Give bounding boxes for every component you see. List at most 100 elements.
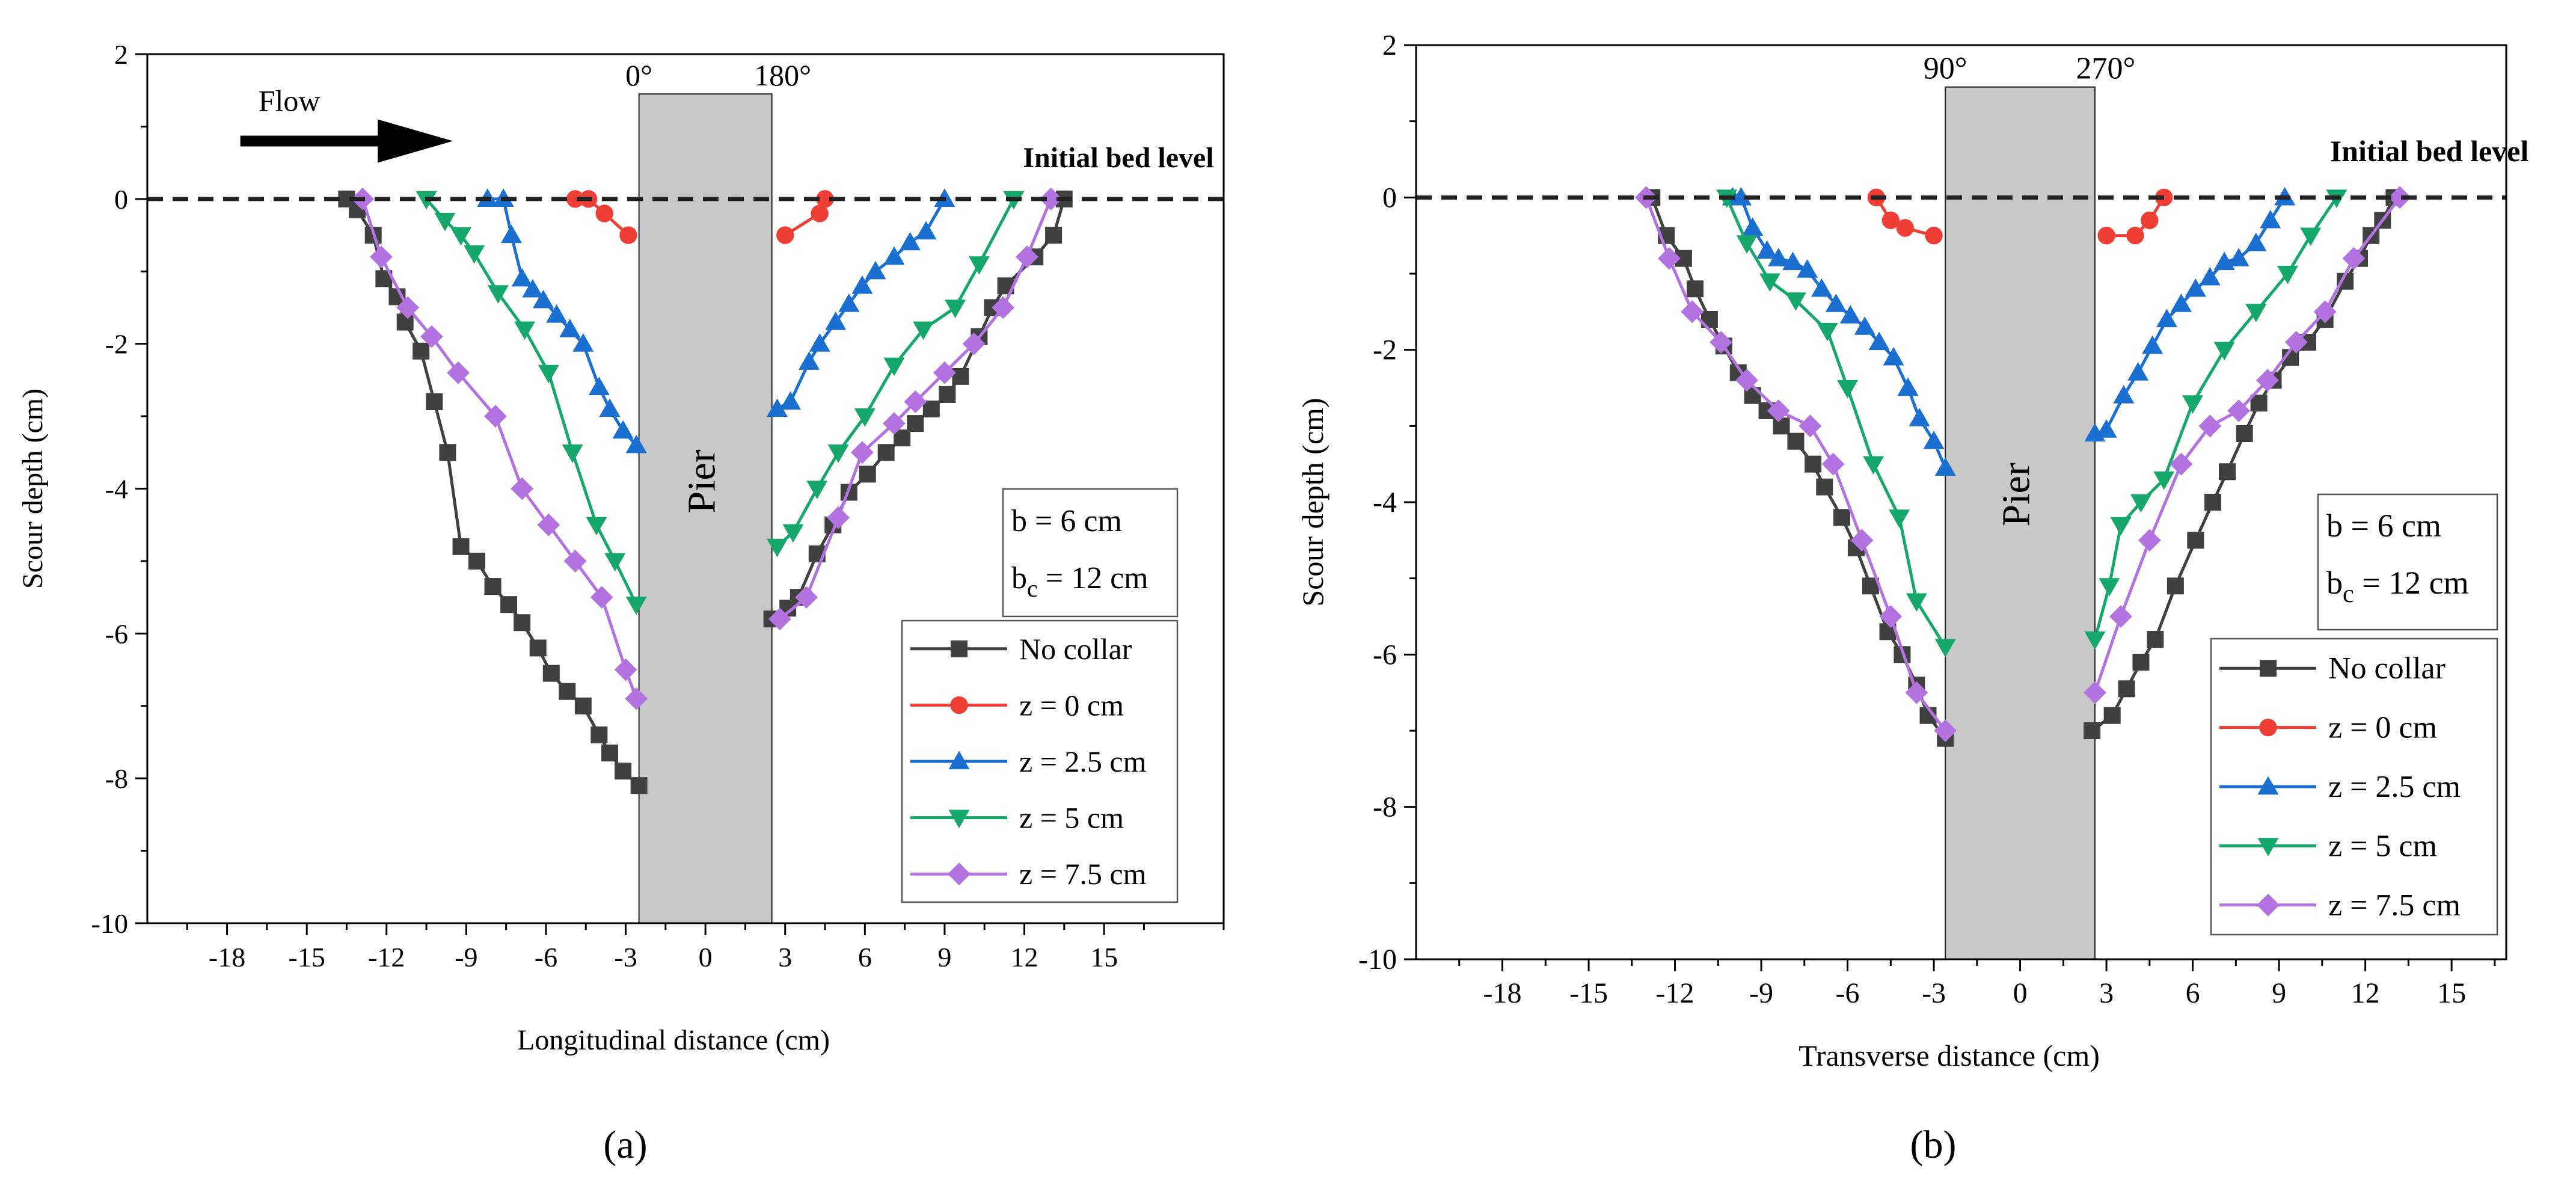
y-tick-label: -4 xyxy=(105,474,128,505)
x-tick-label: 9 xyxy=(2272,977,2286,1009)
param-bc-symbol: b xyxy=(2326,565,2343,601)
data-point-2-1-1 xyxy=(2096,419,2117,438)
angle-label-right: 270° xyxy=(2076,52,2136,86)
data-point-0-0-13 xyxy=(514,614,531,631)
data-point-2-0-15 xyxy=(1923,431,1945,449)
x-tick-label: -12 xyxy=(368,942,405,973)
data-point-4-0-1 xyxy=(370,245,393,269)
data-point-1-1-0 xyxy=(776,226,794,244)
data-point-2-0-3 xyxy=(511,268,533,287)
data-point-3-1-6 xyxy=(2213,342,2235,361)
param-bc: bc = 12 cm xyxy=(1011,561,1148,602)
data-point-2-0-9 xyxy=(588,376,610,396)
legend-label-2: z = 2.5 cm xyxy=(2328,770,2461,804)
data-point-4-0-9 xyxy=(590,586,613,609)
data-point-2-1-3 xyxy=(809,333,830,352)
x-tick-label: -15 xyxy=(289,942,325,973)
data-point-4-1-8 xyxy=(992,296,1015,319)
data-point-1-0-0 xyxy=(566,190,584,208)
data-point-3-1-7 xyxy=(945,300,966,318)
data-point-2-0-7 xyxy=(1811,278,1832,297)
param-b: b = 6 cm xyxy=(1011,504,1122,538)
data-point-4-0-5 xyxy=(484,405,507,428)
data-point-0-0-3 xyxy=(1687,280,1704,298)
data-point-1-0-2 xyxy=(1896,219,1914,237)
data-point-0-0-19 xyxy=(601,745,619,762)
y-tick-label: -8 xyxy=(105,763,128,794)
data-point-1-1-2 xyxy=(2141,211,2159,230)
x-tick-label: 0 xyxy=(2013,977,2028,1009)
data-point-4-0-9 xyxy=(1879,605,1903,628)
flow-arrow-head xyxy=(378,119,453,163)
data-point-2-0-14 xyxy=(1909,408,1930,426)
data-point-3-1-2 xyxy=(806,481,828,499)
data-point-0-1-9 xyxy=(907,415,924,432)
data-point-3-0-9 xyxy=(604,553,626,572)
data-point-3-1-8 xyxy=(968,256,990,275)
y-tick-label: 2 xyxy=(114,39,128,70)
data-point-0-0-7 xyxy=(426,393,443,410)
data-point-2-1-5 xyxy=(838,293,860,312)
data-point-2-1-2 xyxy=(2113,385,2135,404)
data-point-3-1-5 xyxy=(883,357,905,376)
data-point-4-1-7 xyxy=(962,332,986,355)
data-point-2-0-2 xyxy=(1742,217,1764,236)
data-point-2-1-3 xyxy=(2127,362,2149,381)
panel-label: (b) xyxy=(1910,1123,1957,1167)
data-point-3-1-0 xyxy=(766,538,788,558)
data-point-1-0-3 xyxy=(1925,226,1943,245)
x-tick-label: -15 xyxy=(1569,977,1608,1009)
angle-label-right: 180° xyxy=(754,58,811,92)
legend-marker-0 xyxy=(2260,660,2277,677)
data-point-0-0-15 xyxy=(542,665,560,682)
data-point-3-0-4 xyxy=(487,285,509,304)
param-bc-subscript: c xyxy=(1027,575,1038,602)
y-tick-label: 0 xyxy=(1382,182,1397,214)
series-1 xyxy=(1867,188,2173,245)
angle-label-left: 0° xyxy=(625,58,652,92)
data-point-2-0-11 xyxy=(612,420,634,439)
data-point-1-0-1 xyxy=(1881,211,1900,230)
data-point-2-0-6 xyxy=(546,304,568,323)
data-point-0-0-13 xyxy=(1833,509,1850,526)
x-tick-label: 6 xyxy=(2186,977,2200,1009)
data-point-3-0-9 xyxy=(1934,639,1956,658)
data-point-2-0-4 xyxy=(1768,248,1789,266)
data-point-3-1-3 xyxy=(827,444,849,463)
x-tick-label: -18 xyxy=(209,942,245,973)
legend-marker-4 xyxy=(2257,893,2280,917)
y-tick-label: -10 xyxy=(1358,944,1397,976)
x-tick-label: 9 xyxy=(937,942,951,973)
data-point-4-0-6 xyxy=(511,477,534,500)
x-tick-label: -6 xyxy=(535,942,557,973)
data-point-0-0-17 xyxy=(574,697,592,714)
data-point-2-1-4 xyxy=(2142,335,2164,354)
y-tick-label: -2 xyxy=(105,329,128,360)
data-point-2-1-10 xyxy=(2228,248,2249,266)
data-point-3-1-7 xyxy=(2245,304,2267,322)
data-point-0-0-11 xyxy=(1805,455,1822,473)
x-tick-label: 6 xyxy=(858,942,872,973)
legend-label-0: No collar xyxy=(1019,632,1132,666)
pier-rect xyxy=(1945,86,2096,960)
pier-label: Pier xyxy=(1995,462,2038,526)
data-point-2-0-2 xyxy=(501,224,523,244)
data-point-4-0-10 xyxy=(614,658,637,681)
data-point-3-0-10 xyxy=(625,597,647,615)
data-point-3-1-9 xyxy=(2300,227,2322,247)
data-point-4-1-10 xyxy=(2388,186,2411,209)
data-point-2-0-11 xyxy=(1868,331,1890,351)
data-point-2-0-8 xyxy=(1825,293,1847,312)
legend-label-4: z = 7.5 cm xyxy=(2328,888,2461,923)
data-point-0-0-6 xyxy=(412,342,430,360)
data-point-4-0-2 xyxy=(396,296,420,319)
y-tick-label: 0 xyxy=(114,184,128,215)
x-axis-title: Transverse distance (cm) xyxy=(1799,1039,2100,1072)
x-tick-label: -6 xyxy=(1836,977,1860,1009)
data-point-2-0-7 xyxy=(559,319,581,337)
data-point-3-1-1 xyxy=(782,524,804,543)
data-point-2-1-7 xyxy=(865,260,886,280)
legend-marker-0 xyxy=(951,640,968,657)
series-line-3-1 xyxy=(776,198,1016,548)
